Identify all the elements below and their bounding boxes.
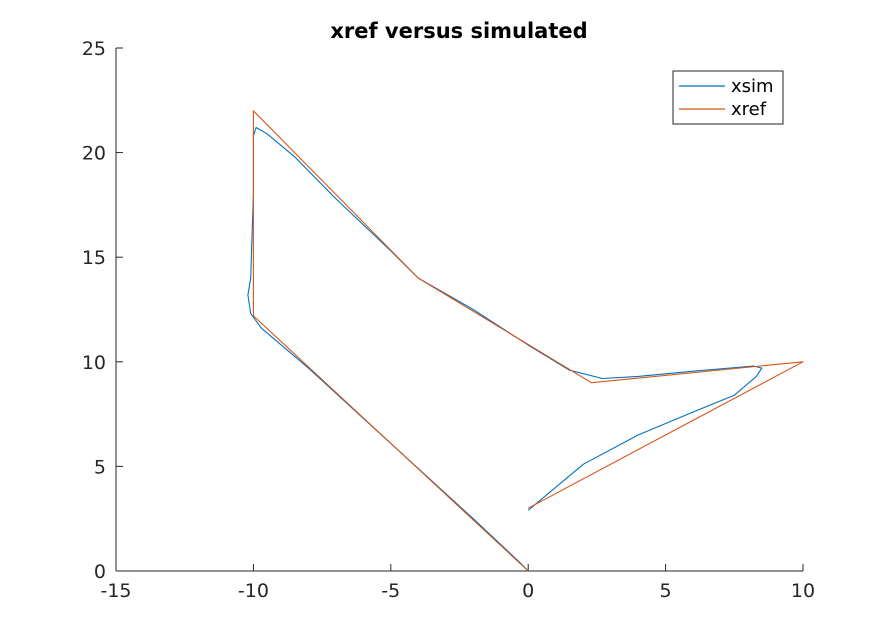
x-tick-label: 5 xyxy=(660,580,672,602)
x-tick-label: -10 xyxy=(238,580,269,602)
legend-label-xsim: xsim xyxy=(731,76,774,97)
series-line-xsim xyxy=(247,126,763,572)
y-tick-label: 15 xyxy=(82,247,106,269)
legend-label-xref: xref xyxy=(731,99,767,120)
y-tick-label: 5 xyxy=(94,456,106,478)
axes: -15 -10 -5 0 5 10 0 5 10 15 20 25 xyxy=(82,38,815,602)
x-tick-label: 10 xyxy=(791,580,815,602)
y-tick-label: 25 xyxy=(82,38,106,60)
y-tick-label: 20 xyxy=(82,143,106,165)
y-tick-label: 0 xyxy=(94,561,106,583)
y-tick-label: 10 xyxy=(82,352,106,374)
legend-box xyxy=(672,70,784,125)
x-tick-label: -15 xyxy=(100,580,131,602)
x-tick-label: 0 xyxy=(522,580,534,602)
series-layer xyxy=(247,110,804,572)
chart-title: xref versus simulated xyxy=(330,19,587,43)
series-line-xref xyxy=(252,110,804,572)
x-tick-label: -5 xyxy=(381,580,400,602)
